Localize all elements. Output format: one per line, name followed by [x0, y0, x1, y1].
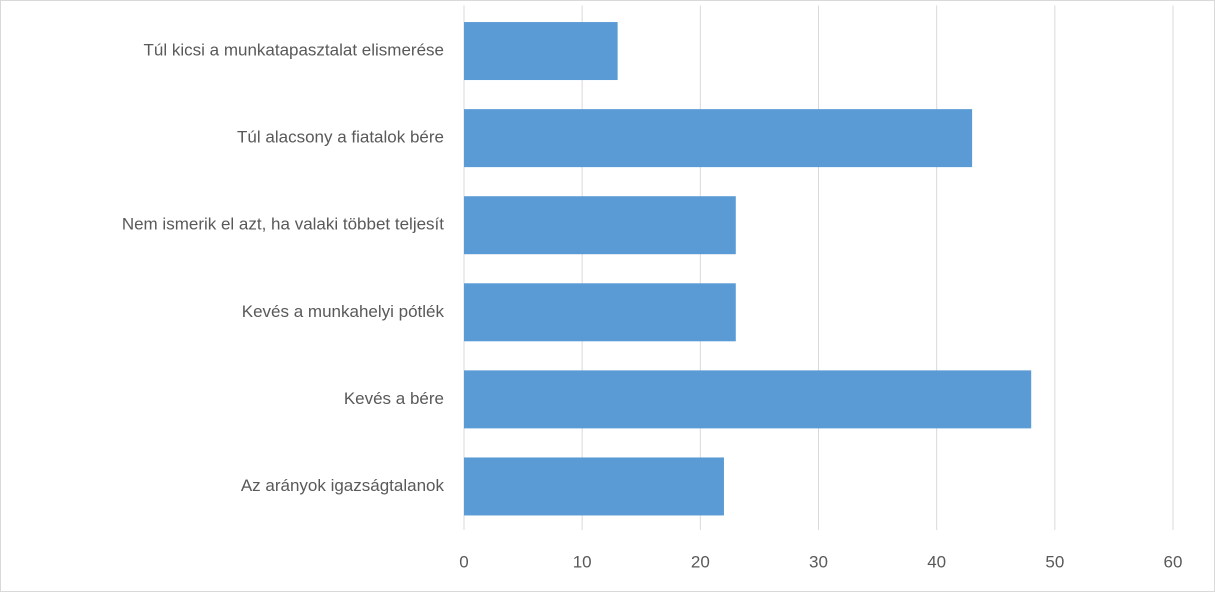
x-tick-label: 10	[573, 552, 592, 571]
bar	[464, 22, 618, 81]
x-tick-label: 0	[459, 552, 468, 571]
x-tick-label: 40	[927, 552, 946, 571]
bar	[464, 283, 736, 342]
y-tick-label: Nem ismerik el azt, ha valaki többet tel…	[122, 215, 444, 234]
y-tick-label: Kevés a munkahelyi pótlék	[242, 302, 445, 321]
y-tick-label: Kevés a bére	[344, 389, 444, 408]
x-tick-label: 20	[691, 552, 710, 571]
bar	[464, 196, 736, 255]
x-tick-label: 50	[1045, 552, 1064, 571]
x-tick-label: 30	[809, 552, 828, 571]
y-tick-label: Túl alacsony a fiatalok bére	[237, 128, 444, 147]
y-tick-label: Az arányok igazságtalanok	[241, 476, 445, 495]
x-tick-label: 60	[1164, 552, 1183, 571]
y-tick-label: Túl kicsi a munkatapasztalat elismerése	[144, 41, 444, 60]
bar	[464, 109, 973, 168]
bar	[464, 457, 724, 516]
bar	[464, 370, 1032, 429]
